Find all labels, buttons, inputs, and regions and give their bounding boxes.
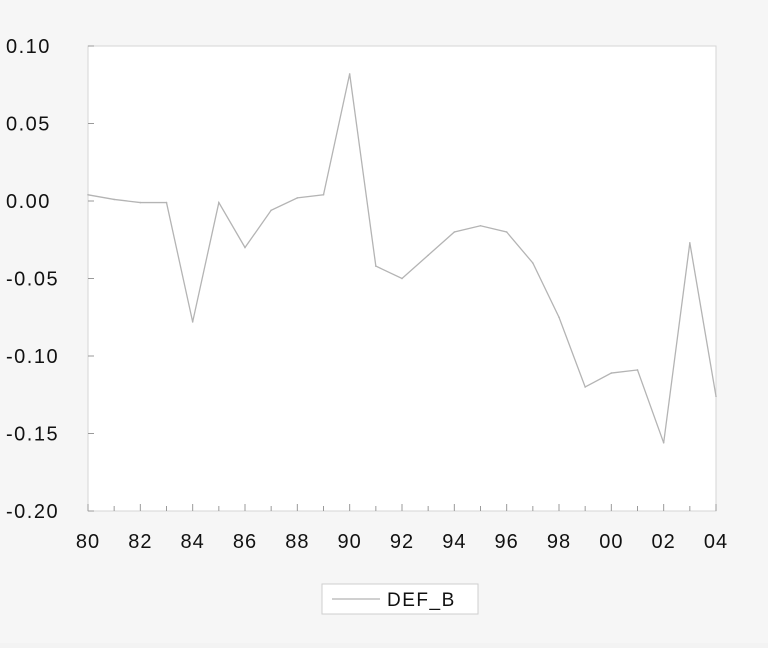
data-point <box>322 194 325 196</box>
data-point <box>244 246 246 249</box>
data-point <box>689 242 691 244</box>
x-tick-label: 90 <box>338 531 362 553</box>
data-point <box>636 369 639 371</box>
data-point <box>453 231 456 233</box>
y-tick-label: -0.05 <box>6 269 59 291</box>
data-point <box>401 277 403 280</box>
x-tick-label: 88 <box>285 531 309 553</box>
data-point <box>479 225 482 227</box>
series-layer <box>87 73 717 444</box>
x-tick-label: 96 <box>495 531 519 553</box>
data-point <box>427 254 429 257</box>
data-point <box>662 442 665 444</box>
data-point <box>191 321 194 323</box>
data-point <box>558 316 560 319</box>
data-point <box>87 194 89 196</box>
data-point <box>139 201 142 204</box>
x-tick-labels: 80 82 84 86 88 90 92 94 96 98 00 02 04 <box>76 531 728 553</box>
x-tick-label: 92 <box>390 531 414 553</box>
y-tick-label: 0.05 <box>6 114 51 136</box>
y-tick-label: -0.10 <box>6 346 59 368</box>
x-tick-label: 00 <box>599 531 623 553</box>
y-tick-label: -0.20 <box>6 501 59 523</box>
x-tick-label: 94 <box>442 531 466 553</box>
tick-marks <box>87 45 717 512</box>
legend: DEF_B <box>321 583 479 615</box>
x-tick-label: 84 <box>181 531 205 553</box>
data-point <box>610 372 613 374</box>
data-point <box>375 265 377 267</box>
x-tick-label: 82 <box>128 531 152 553</box>
x-tick-label: 98 <box>547 531 571 553</box>
legend-label-def-b: DEF_B <box>387 590 456 611</box>
data-point <box>532 262 534 264</box>
y-tick-labels: 0.10 0.05 0.00 -0.05 -0.10 -0.15 -0.20 <box>6 36 59 523</box>
y-tick-label: 0.10 <box>6 36 51 58</box>
y-tick-label: 0.00 <box>6 191 51 213</box>
data-point <box>218 201 220 204</box>
data-point <box>505 231 508 233</box>
data-point <box>584 386 586 388</box>
data-point <box>165 201 168 204</box>
data-point <box>296 197 299 199</box>
data-point <box>348 73 351 75</box>
x-tick-label: 80 <box>76 531 100 553</box>
x-tick-label: 04 <box>704 531 728 553</box>
data-point <box>113 198 115 201</box>
data-point <box>715 395 717 398</box>
x-tick-label: 02 <box>652 531 676 553</box>
data-point <box>270 209 272 212</box>
x-tick-label: 86 <box>233 531 257 553</box>
y-tick-label: -0.15 <box>6 424 59 446</box>
